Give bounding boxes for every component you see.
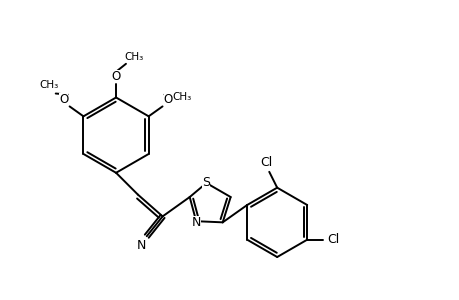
- Text: N: N: [137, 238, 146, 252]
- Text: O: O: [111, 70, 120, 83]
- Text: CH₃: CH₃: [39, 80, 58, 90]
- Text: CH₃: CH₃: [172, 92, 191, 101]
- Text: S: S: [202, 176, 210, 188]
- Text: CH₃: CH₃: [124, 52, 143, 62]
- Text: O: O: [163, 93, 173, 106]
- Text: Cl: Cl: [326, 233, 338, 246]
- Text: N: N: [191, 216, 201, 229]
- Text: O: O: [59, 93, 68, 106]
- Text: Cl: Cl: [260, 156, 272, 170]
